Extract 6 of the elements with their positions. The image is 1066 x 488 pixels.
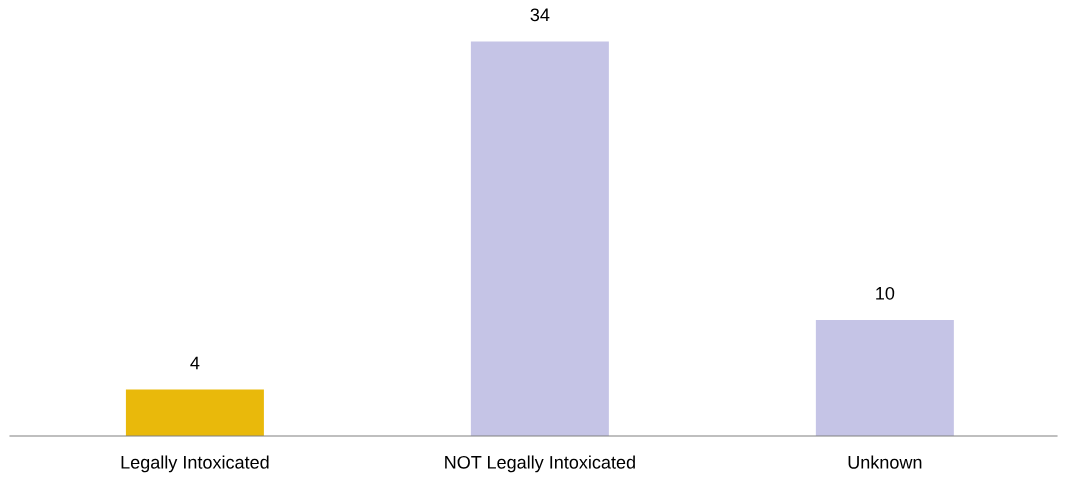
data-label: 4: [190, 356, 200, 370]
x-tick-label: Legally Intoxicated: [121, 455, 269, 473]
x-tick-label: Unknown: [848, 455, 922, 469]
data-label: 34: [530, 8, 550, 22]
x-tick-label: NOT Legally Intoxicated: [445, 455, 635, 473]
data-label: 10: [876, 286, 895, 300]
